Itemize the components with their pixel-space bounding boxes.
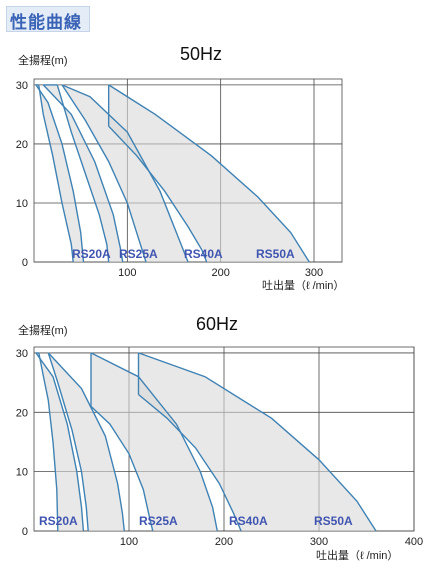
x-tick-label: 100 <box>118 267 136 279</box>
y-tick-label: 20 <box>16 139 28 151</box>
series-label-rs25a: RS25A <box>119 247 158 261</box>
series-region-rs40a <box>62 84 188 262</box>
series-curve-max-rs25a <box>47 352 125 532</box>
series-region-rs40a <box>91 352 218 531</box>
series-curve-min-rs50a <box>138 393 242 532</box>
chart-50hz: 50Hz 全揚程(m) 吐出量（ℓ /min） 0 10 20 30 100 200 300… <box>16 44 345 292</box>
series-label-rs40a: RS40A <box>184 247 223 261</box>
series-curve-max-rs40a <box>90 352 218 532</box>
series-curve-max-rs40a <box>61 84 189 263</box>
x-axis-label: 吐出量（ℓ /min） <box>316 548 398 562</box>
series-curve-max-rs20a <box>35 352 85 532</box>
series-curve-min-rs40a <box>90 405 154 532</box>
series-label-rs25a: RS25A <box>139 514 178 528</box>
x-tick-label: 300 <box>305 267 323 279</box>
y-tick-label: 10 <box>16 467 28 479</box>
series-region-rs20a <box>35 84 84 262</box>
section-header-badge <box>6 6 90 32</box>
series-curve-max-rs50a <box>138 352 377 532</box>
x-axis-label: 吐出量（ℓ /min） <box>262 278 344 292</box>
y-tick-label: 30 <box>16 348 28 360</box>
x-tick-label: 200 <box>211 267 229 279</box>
series-label-rs50a: RS50A <box>256 247 295 261</box>
series-curve-max-rs50a <box>108 84 310 263</box>
series-curve-min-rs40a <box>61 84 147 263</box>
y-axis-label: 全揚程(m) <box>18 323 68 337</box>
series-curve-min-rs20a <box>38 352 59 532</box>
x-tick-label: 400 <box>405 536 423 548</box>
series-label-rs20a: RS20A <box>39 514 78 528</box>
series-curve-min-rs20a <box>38 84 74 263</box>
y-axis-label: 全揚程(m) <box>18 53 68 67</box>
x-tick-label: 200 <box>215 536 233 548</box>
chart-title: 50Hz <box>180 44 222 64</box>
series-region-rs50a <box>138 352 376 531</box>
chart-60hz: 60Hz 全揚程(m) 吐出量（ℓ /min） 0 10 20 30 100 200 300… <box>16 314 423 562</box>
y-tick-label: 10 <box>16 198 28 210</box>
series-curve-min-rs25a <box>56 84 110 263</box>
series-region-rs25a <box>48 352 125 531</box>
y-tick-label: 0 <box>22 257 28 269</box>
y-tick-label: 30 <box>16 80 28 92</box>
x-tick-label: 100 <box>120 536 138 548</box>
series-label-rs20a: RS20A <box>72 247 111 261</box>
series-region-rs25a <box>43 84 123 262</box>
chart-title: 60Hz <box>196 314 238 334</box>
x-tick-label: 300 <box>310 536 328 548</box>
series-curve-max-rs20a <box>35 84 85 263</box>
series-label-rs40a: RS40A <box>229 514 268 528</box>
series-label-rs50a: RS50A <box>314 514 353 528</box>
series-curve-min-rs25a <box>47 352 89 532</box>
series-region-rs50a <box>108 84 310 262</box>
series-curve-min-rs50a <box>108 125 208 263</box>
y-tick-label: 0 <box>22 526 28 538</box>
section-title: 性能曲線 <box>10 13 82 32</box>
y-tick-label: 20 <box>16 407 28 419</box>
series-curve-max-rs25a <box>42 84 124 263</box>
